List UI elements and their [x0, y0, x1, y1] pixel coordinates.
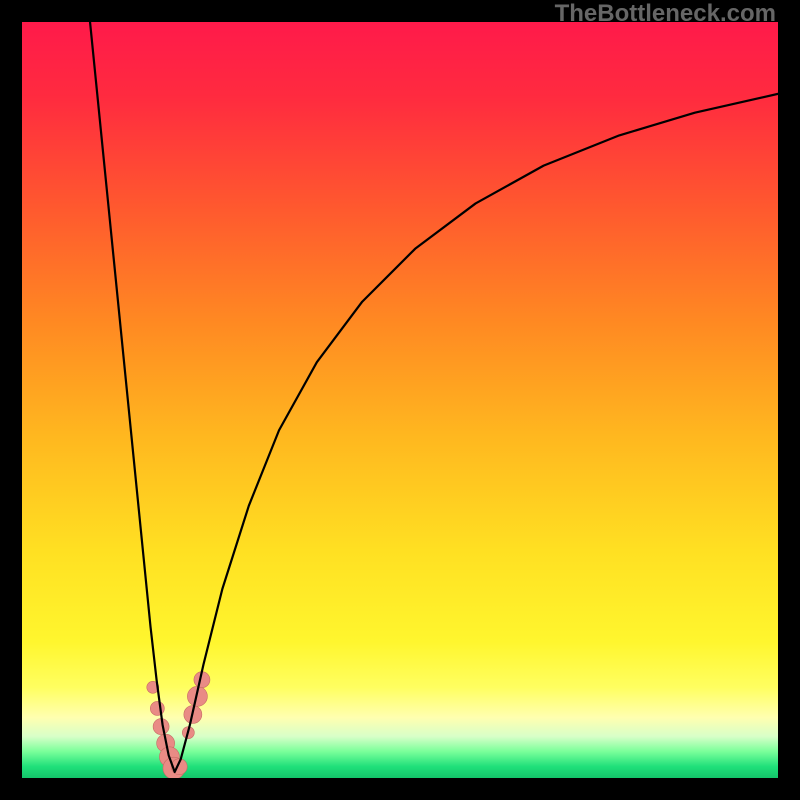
watermark-text: TheBottleneck.com — [555, 0, 776, 28]
chart-svg — [22, 22, 778, 778]
plot-area — [22, 22, 778, 778]
chart-root: TheBottleneck.com — [0, 0, 800, 800]
bottleneck-curve — [90, 22, 778, 772]
marker-left-1 — [150, 701, 164, 715]
